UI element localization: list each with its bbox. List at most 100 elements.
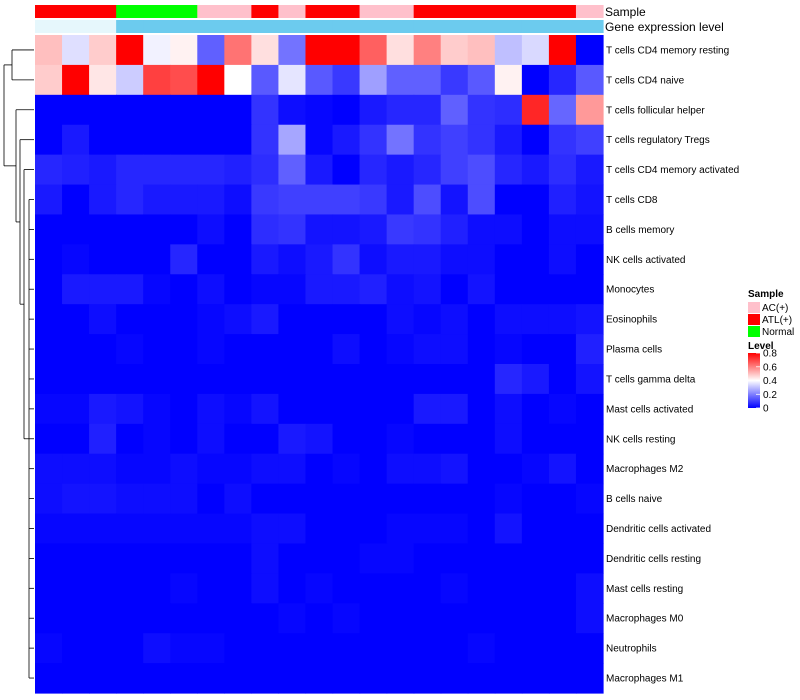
heatmap-cell xyxy=(170,453,198,485)
heatmap-cell xyxy=(413,64,442,96)
heatmap-cell xyxy=(575,334,604,365)
heatmap-cell xyxy=(413,244,442,275)
annotation-cell xyxy=(467,20,496,33)
heatmap-cell xyxy=(224,663,252,694)
level-tick-label: 0.4 xyxy=(763,376,777,387)
heatmap-cell xyxy=(548,304,577,335)
annotation-cell xyxy=(116,5,144,18)
heatmap-cell xyxy=(332,304,361,335)
heatmap-cell xyxy=(62,453,90,485)
heatmap-cell xyxy=(62,663,90,694)
heatmap-cell xyxy=(575,124,604,156)
heatmap-cell xyxy=(278,483,307,515)
heatmap-cell xyxy=(521,453,550,485)
heatmap-cell xyxy=(467,334,496,365)
heatmap-cell xyxy=(278,64,307,96)
heatmap-cell xyxy=(440,483,469,515)
heatmap-cell xyxy=(197,663,225,694)
heatmap-cell xyxy=(332,334,361,365)
heatmap-cell xyxy=(62,483,90,515)
heatmap-cell xyxy=(413,364,442,395)
heatmap-cell xyxy=(521,573,550,604)
annotation-cell xyxy=(575,5,604,18)
heatmap-cell xyxy=(224,334,252,365)
heatmap-cell xyxy=(35,274,63,305)
heatmap-cell xyxy=(224,393,252,425)
heatmap-cell xyxy=(575,64,604,96)
annotation-cell xyxy=(305,5,334,18)
heatmap-cell xyxy=(305,334,334,365)
heatmap-cell xyxy=(170,274,198,305)
heatmap-cell xyxy=(359,124,388,156)
heatmap-cell xyxy=(386,423,415,455)
heatmap-cell xyxy=(62,214,90,245)
heatmap-cell xyxy=(467,633,496,664)
level-legend: Level 0.8 0.6 0.4 0.2 0 xyxy=(748,341,777,415)
heatmap-cell xyxy=(305,423,334,455)
heatmap-cell xyxy=(332,94,361,126)
heatmap-cell xyxy=(116,543,144,574)
heatmap-cell xyxy=(413,124,442,156)
heatmap-cell xyxy=(440,94,469,126)
sample-legend-swatch xyxy=(748,302,760,313)
heatmap-cell xyxy=(251,543,280,574)
heatmap-cell xyxy=(278,274,307,305)
heatmap-cell xyxy=(440,543,469,574)
heatmap-cell xyxy=(359,94,388,126)
heatmap-cell xyxy=(89,423,117,455)
heatmap-cell xyxy=(305,663,334,694)
annotation-cell xyxy=(224,5,252,18)
row-label: Mast cells resting xyxy=(606,584,683,595)
heatmap-cell xyxy=(575,274,604,305)
heatmap-cell xyxy=(386,35,415,66)
annotation-cell xyxy=(62,5,90,18)
heatmap-cell xyxy=(521,304,550,335)
heatmap-cell xyxy=(548,244,577,275)
heatmap-cell xyxy=(467,244,496,275)
heatmap-cell xyxy=(440,124,469,156)
heatmap-cell xyxy=(35,513,63,545)
heatmap-cell xyxy=(170,543,198,574)
heatmap-cell xyxy=(548,603,577,634)
heatmap-cell xyxy=(89,453,117,485)
heatmap-cell xyxy=(89,364,117,395)
heatmap-cell xyxy=(467,184,496,216)
heatmap-cell xyxy=(170,513,198,545)
heatmap-cell xyxy=(197,35,225,66)
level-legend-title: Level xyxy=(748,341,774,352)
heatmap-cell xyxy=(62,35,90,66)
heatmap-cell xyxy=(440,603,469,634)
heatmap-cell xyxy=(575,603,604,634)
heatmap-cell xyxy=(143,334,171,365)
heatmap-cell xyxy=(224,633,252,664)
heatmap-cell xyxy=(413,543,442,574)
heatmap-cell xyxy=(143,94,171,126)
heatmap-cells xyxy=(35,35,604,694)
heatmap-cell xyxy=(170,94,198,126)
heatmap-cell xyxy=(224,64,252,96)
heatmap-cell xyxy=(575,184,604,216)
heatmap-cell xyxy=(413,184,442,216)
heatmap-cell xyxy=(467,453,496,485)
sample-legend-label: ATL(+) xyxy=(762,315,792,326)
annotation-cell xyxy=(170,20,198,33)
heatmap-cell xyxy=(494,393,523,425)
heatmap-cell xyxy=(413,214,442,245)
heatmap-cell xyxy=(170,214,198,245)
heatmap-cell xyxy=(413,603,442,634)
heatmap-cell xyxy=(548,35,577,66)
heatmap-cell xyxy=(62,364,90,395)
heatmap-cell xyxy=(467,94,496,126)
heatmap-cell xyxy=(548,184,577,216)
heatmap-cell xyxy=(89,663,117,694)
annotation-cell xyxy=(359,5,388,18)
heatmap-cell xyxy=(332,513,361,545)
row-label: Mast cells activated xyxy=(606,404,693,415)
annotation-label-sample: Sample xyxy=(605,5,646,19)
heatmap-cell xyxy=(332,244,361,275)
heatmap-cell xyxy=(332,124,361,156)
heatmap-cell xyxy=(521,393,550,425)
heatmap-cell xyxy=(359,513,388,545)
level-tick-label: 0.2 xyxy=(763,390,777,401)
heatmap-cell xyxy=(413,483,442,515)
